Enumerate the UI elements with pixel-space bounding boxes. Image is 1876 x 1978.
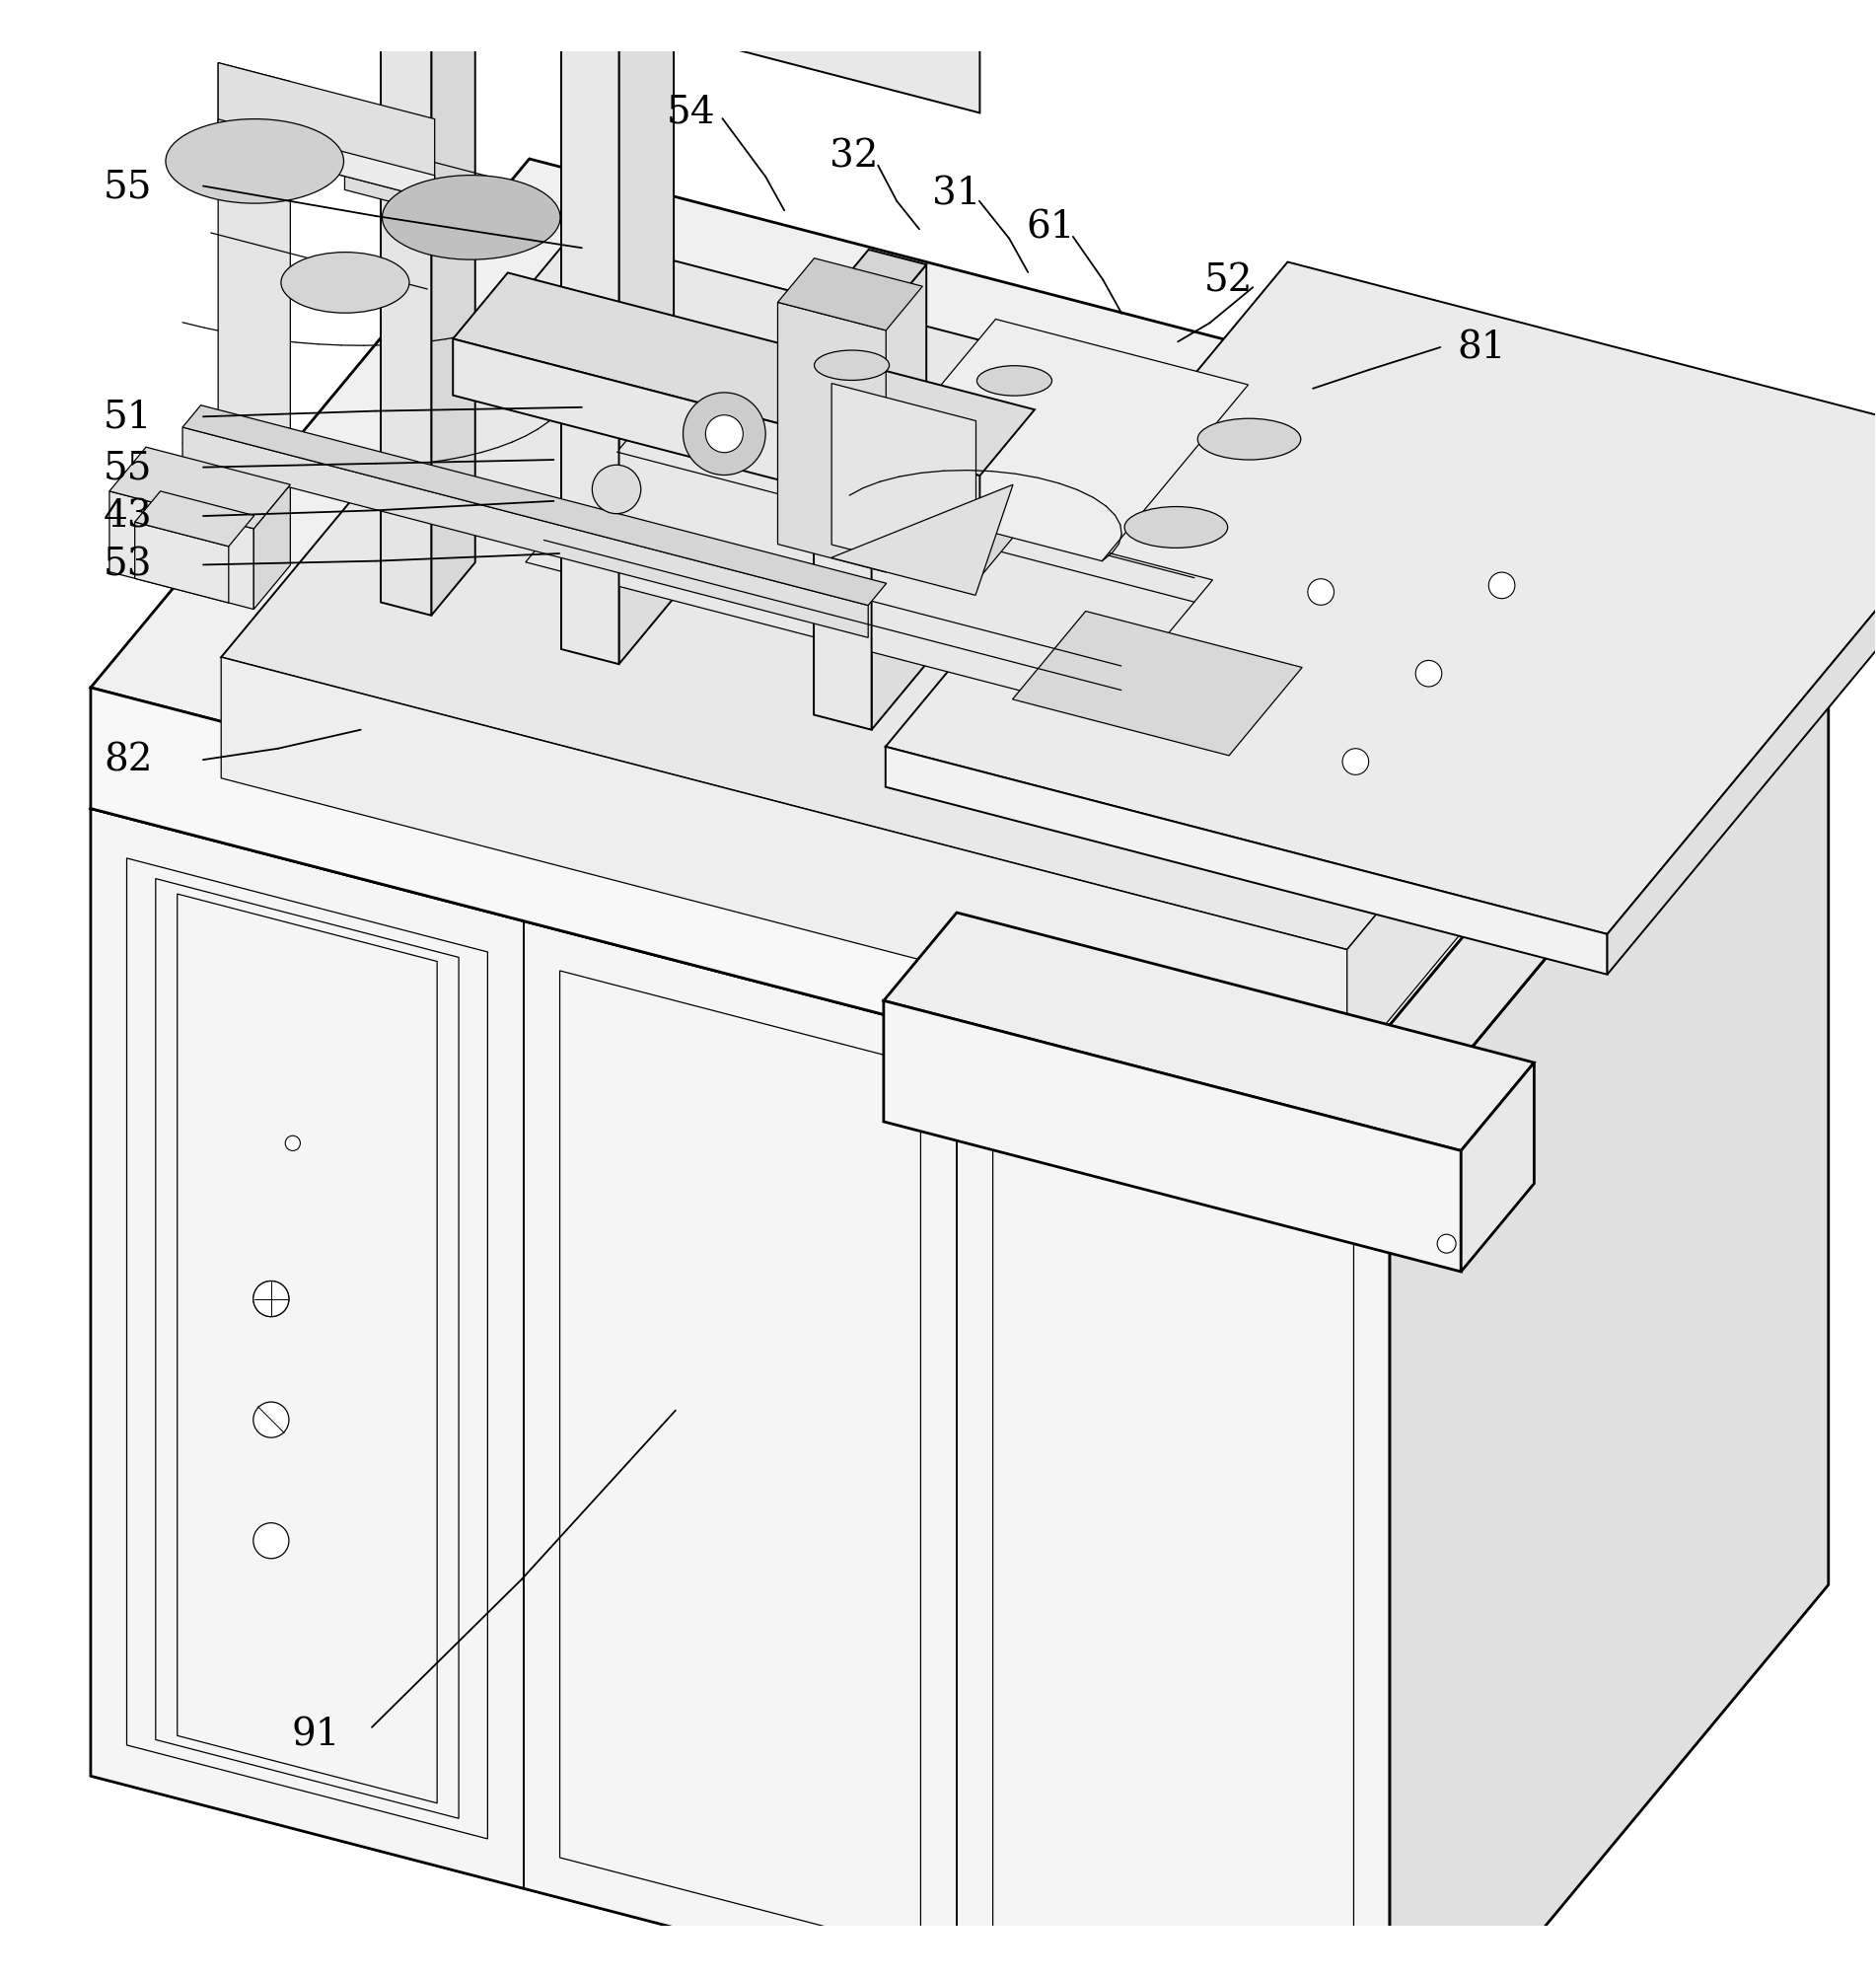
Circle shape [1199,712,1225,738]
Polygon shape [1608,451,1876,975]
Polygon shape [218,63,291,526]
Polygon shape [831,384,976,584]
Polygon shape [218,63,435,200]
Circle shape [253,1523,289,1559]
Polygon shape [850,320,1248,562]
Text: 91: 91 [291,1717,340,1753]
Circle shape [1343,750,1369,775]
Polygon shape [872,265,927,730]
Polygon shape [814,316,872,730]
Polygon shape [1390,617,1829,1978]
Text: 52: 52 [1204,263,1253,299]
Text: 54: 54 [666,93,715,131]
Circle shape [683,394,765,477]
Polygon shape [90,281,1829,1147]
Polygon shape [452,340,979,532]
Polygon shape [135,493,255,548]
Polygon shape [109,493,253,609]
Text: 81: 81 [1458,330,1506,366]
Polygon shape [452,273,1036,477]
Circle shape [1416,661,1443,686]
Polygon shape [1347,528,1698,1070]
Polygon shape [779,303,885,574]
Polygon shape [345,150,431,214]
Polygon shape [831,485,1013,595]
Polygon shape [182,405,887,605]
Ellipse shape [814,350,889,382]
Circle shape [1308,580,1334,605]
Circle shape [253,1402,289,1438]
Polygon shape [885,748,1608,975]
Text: 55: 55 [103,449,152,487]
Ellipse shape [165,121,343,204]
Circle shape [1490,574,1516,599]
Polygon shape [452,0,1036,34]
Polygon shape [779,259,923,330]
Circle shape [593,465,642,514]
Ellipse shape [281,253,409,315]
Circle shape [1054,674,1081,700]
Circle shape [1437,1234,1456,1254]
Polygon shape [884,914,1535,1151]
Polygon shape [253,485,291,609]
Text: 32: 32 [829,138,878,176]
Text: 82: 82 [103,742,152,779]
Ellipse shape [1124,508,1227,548]
Ellipse shape [383,176,561,261]
Polygon shape [431,0,475,615]
Polygon shape [885,263,1876,936]
Polygon shape [135,522,229,603]
Polygon shape [221,235,1698,949]
Polygon shape [561,0,619,665]
Polygon shape [525,431,1212,712]
Ellipse shape [1197,419,1300,461]
Polygon shape [90,809,1390,1978]
Circle shape [253,1282,289,1317]
Polygon shape [884,1001,1461,1272]
Polygon shape [381,0,431,615]
Text: 53: 53 [103,548,152,584]
Text: 43: 43 [103,498,152,534]
Polygon shape [452,0,979,115]
Text: 51: 51 [103,400,152,435]
Polygon shape [619,0,673,665]
Polygon shape [218,121,435,200]
Polygon shape [109,447,291,530]
Text: 55: 55 [103,168,152,206]
Polygon shape [814,251,927,332]
Ellipse shape [977,366,1052,396]
Polygon shape [976,356,1030,584]
Polygon shape [1461,1062,1535,1272]
Text: 31: 31 [932,176,981,212]
Polygon shape [90,160,1829,1025]
Polygon shape [1013,611,1302,756]
Circle shape [285,1135,300,1151]
Text: 61: 61 [1026,210,1075,247]
Circle shape [253,1282,289,1317]
Polygon shape [1390,496,1829,1147]
Circle shape [705,415,743,453]
Polygon shape [221,659,1347,1070]
Polygon shape [90,688,1390,1147]
Polygon shape [182,427,869,639]
